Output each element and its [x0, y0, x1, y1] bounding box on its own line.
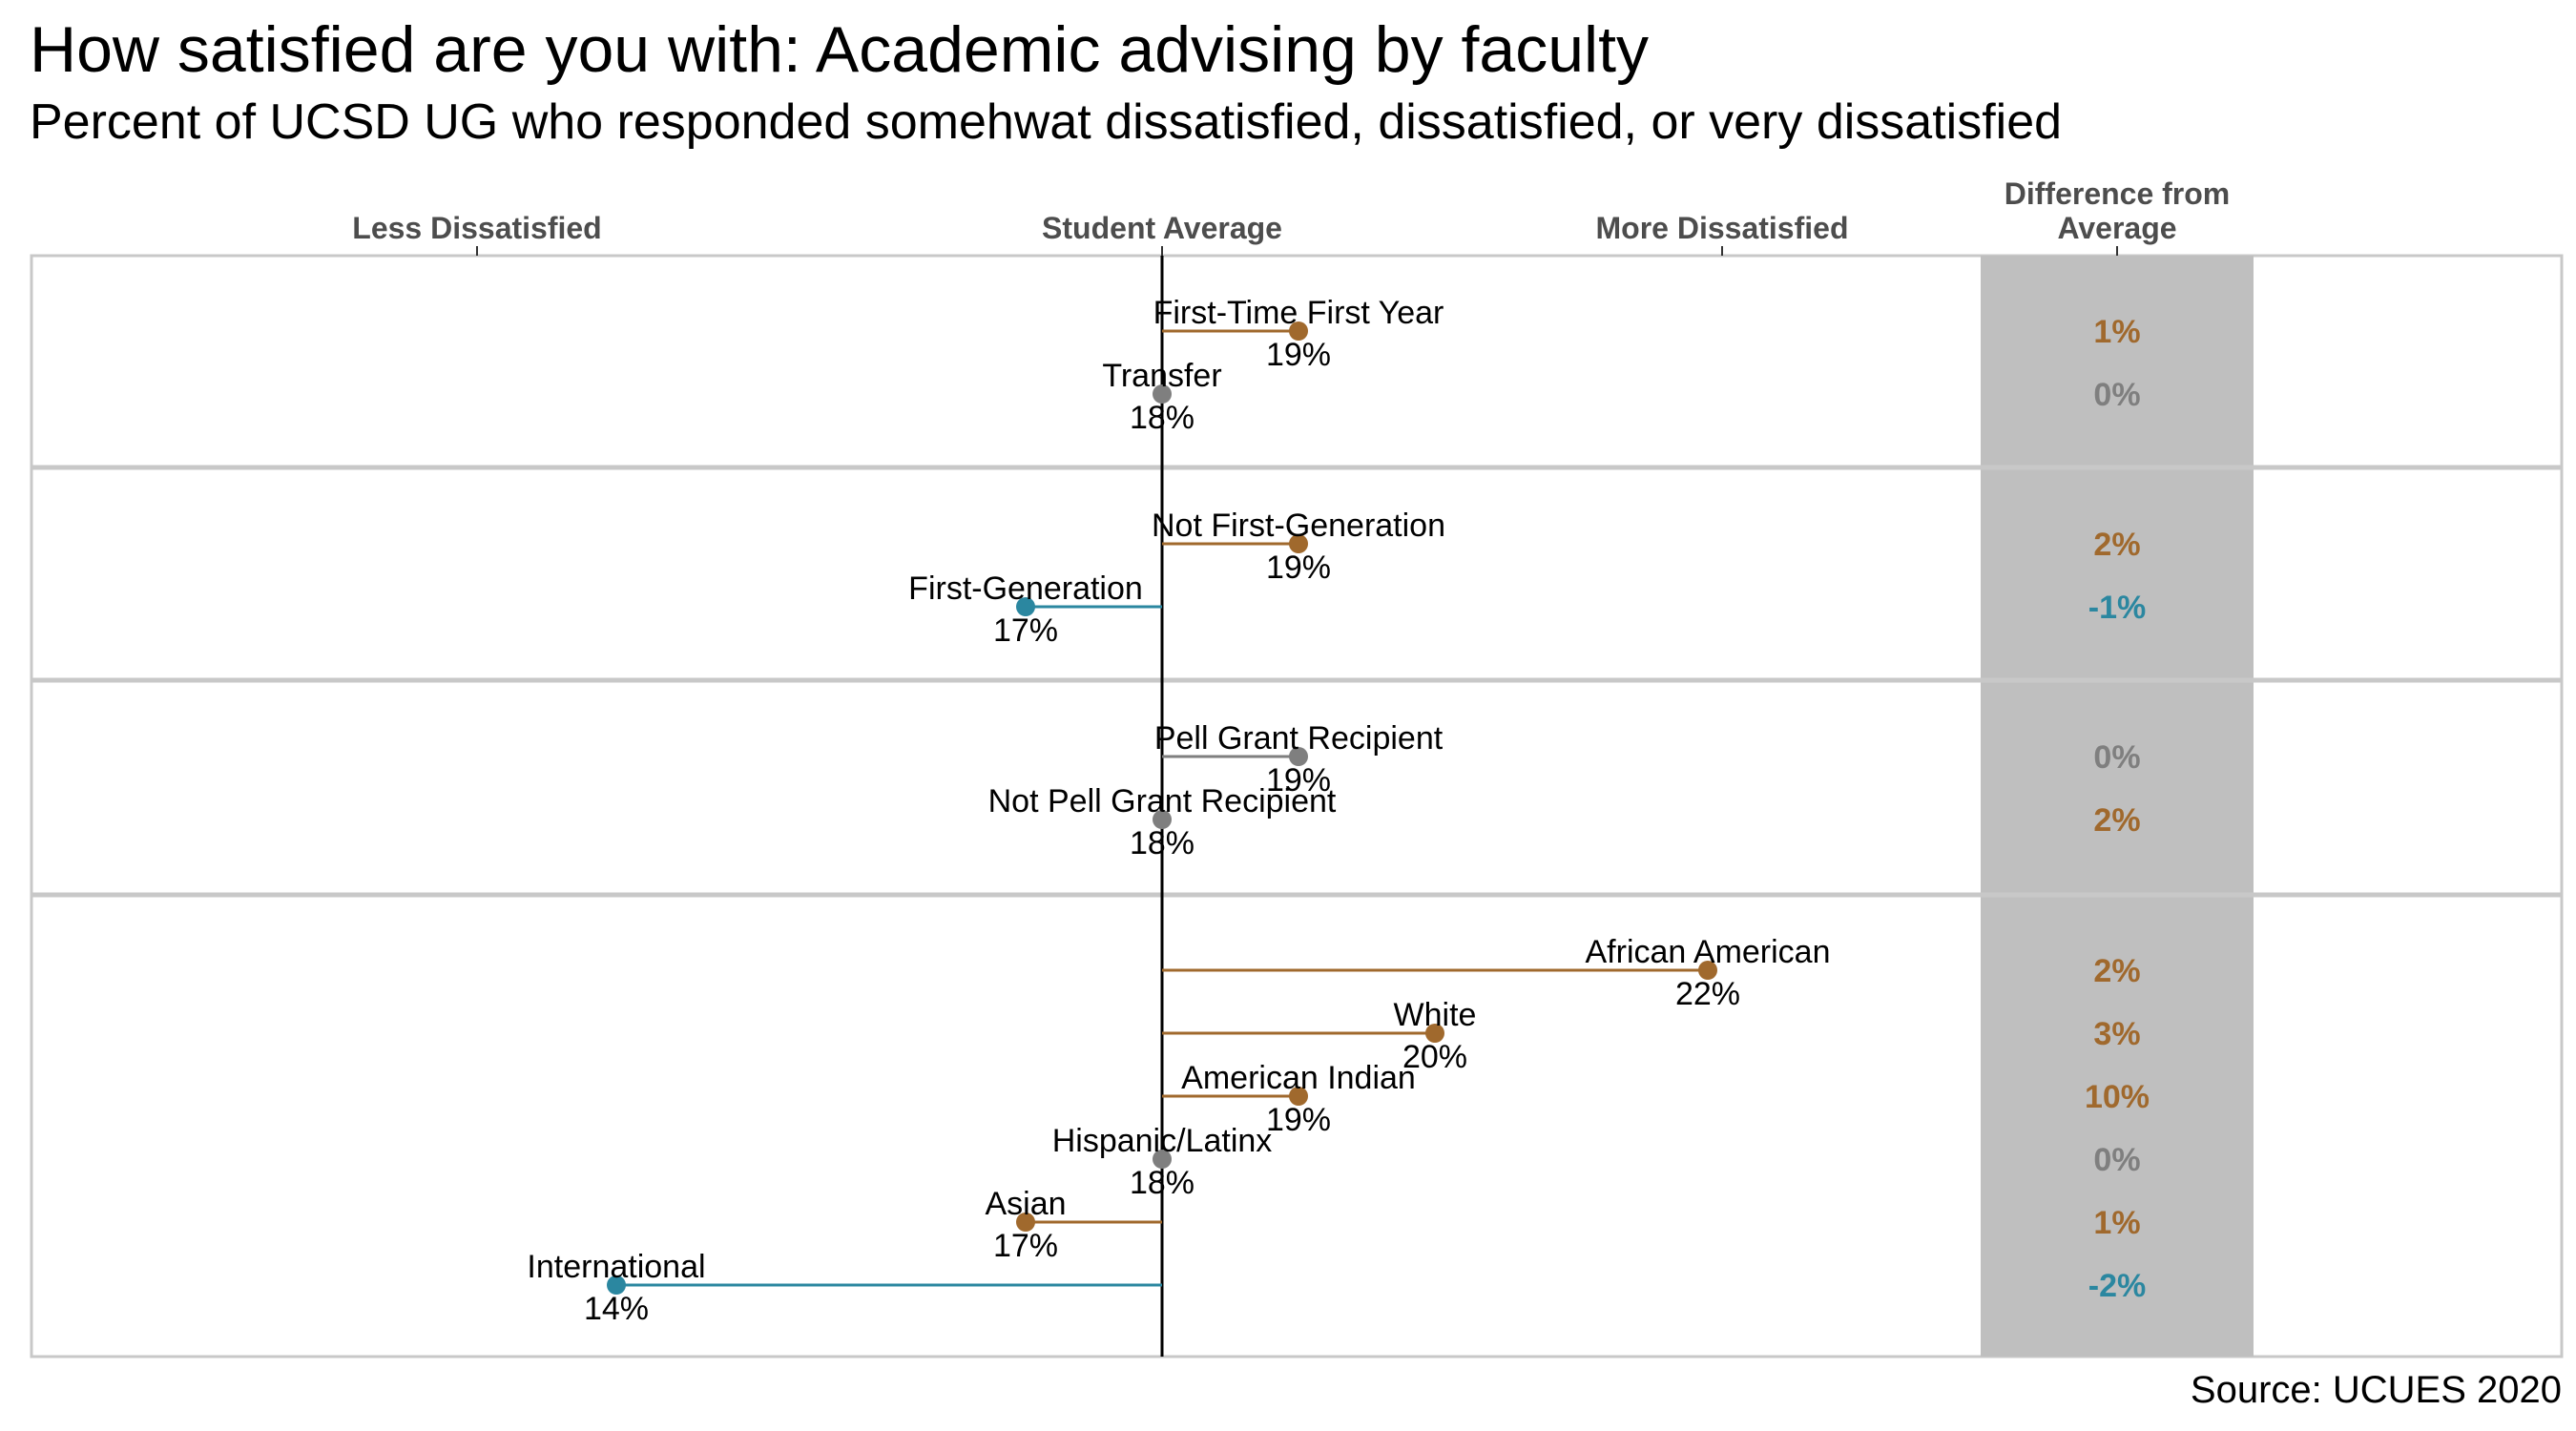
value-label: 18%: [1130, 1165, 1195, 1201]
value-label: 20%: [1402, 1039, 1467, 1075]
category-label: Transfer: [1102, 358, 1221, 394]
diff-header-line2: Average: [2057, 211, 2176, 245]
data-point: [1289, 534, 1308, 553]
axis-label-less: Less Dissatisfied: [352, 211, 601, 245]
category-label: Hispanic/Latinx: [1052, 1123, 1273, 1159]
data-point: [1153, 384, 1172, 404]
data-point: [607, 1275, 626, 1295]
data-point: [1153, 1150, 1172, 1169]
data-point: [1016, 597, 1035, 616]
category-label: American Indian: [1181, 1060, 1416, 1096]
difference-value: 3%: [2093, 1016, 2140, 1052]
difference-column: [1981, 256, 2254, 1357]
category-label: White: [1394, 997, 1477, 1033]
data-point: [1289, 321, 1308, 341]
value-label: 17%: [993, 612, 1058, 649]
value-label: 22%: [1675, 976, 1740, 1012]
chart-subtitle: Percent of UCSD UG who responded somehwa…: [30, 94, 2063, 150]
category-label: Not First-Generation: [1152, 508, 1445, 544]
category-label: Not Pell Grant Recipient: [988, 783, 1337, 819]
value-label: 19%: [1266, 550, 1331, 586]
data-point: [1425, 1024, 1444, 1043]
diff-header-line1: Difference from: [2005, 176, 2231, 211]
difference-value: 2%: [2093, 802, 2140, 839]
data-point: [1153, 810, 1172, 829]
category-label: International: [527, 1249, 705, 1285]
value-label: 18%: [1130, 825, 1195, 861]
category-label: Pell Grant Recipient: [1154, 720, 1444, 757]
source-note: Source: UCUES 2020: [2190, 1369, 2562, 1411]
data-point: [1289, 1087, 1308, 1106]
category-label: Asian: [985, 1186, 1066, 1222]
difference-value: 0%: [2093, 377, 2140, 413]
data-point: [1289, 747, 1308, 766]
plot-frame: [30, 254, 2564, 1358]
value-label: 19%: [1266, 762, 1331, 798]
difference-value: 0%: [2093, 739, 2140, 776]
value-label: 19%: [1266, 1102, 1331, 1138]
value-label: 19%: [1266, 337, 1331, 373]
difference-value: 0%: [2093, 1142, 2140, 1178]
value-label: 17%: [993, 1228, 1058, 1264]
difference-value: -2%: [2088, 1268, 2146, 1304]
difference-value: 1%: [2093, 1205, 2140, 1241]
difference-value: 1%: [2093, 314, 2140, 350]
value-label: 14%: [584, 1291, 649, 1327]
difference-value: 10%: [2085, 1079, 2150, 1115]
axis-label-average: Student Average: [1042, 211, 1282, 245]
axis-label-more: More Dissatisfied: [1596, 211, 1849, 245]
difference-value: 2%: [2093, 953, 2140, 989]
category-label: African American: [1586, 934, 1831, 970]
difference-value: 2%: [2093, 527, 2140, 563]
difference-value: -1%: [2088, 590, 2146, 626]
value-label: 18%: [1130, 400, 1195, 436]
chart-title: How satisfied are you with: Academic adv…: [30, 13, 1650, 86]
category-label: First-Generation: [908, 570, 1143, 607]
data-point: [1698, 961, 1717, 980]
data-point: [1016, 1213, 1035, 1232]
category-label: First-Time First Year: [1153, 295, 1444, 331]
